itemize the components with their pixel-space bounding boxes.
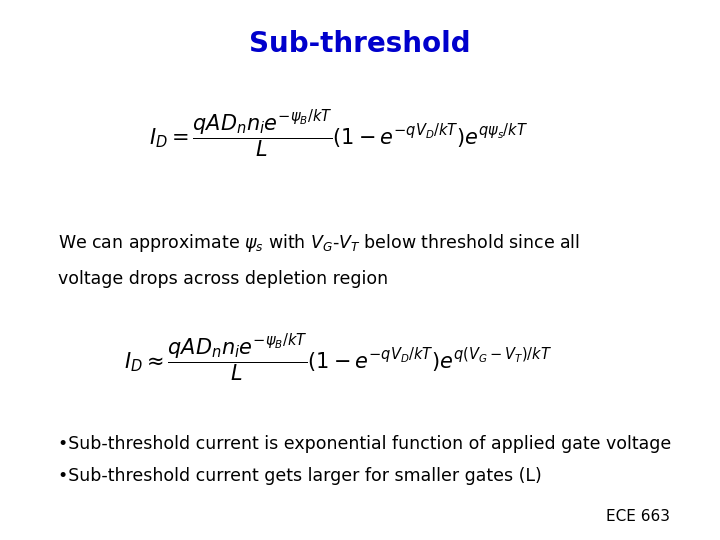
Text: $I_D = \dfrac{qAD_n n_i e^{-\psi_B/kT}}{L}\left(1 - e^{-qV_D/kT}\right)e^{q\psi_: $I_D = \dfrac{qAD_n n_i e^{-\psi_B/kT}}{… <box>149 108 528 160</box>
Text: voltage drops across depletion region: voltage drops across depletion region <box>58 270 388 288</box>
Text: ECE 663: ECE 663 <box>606 509 670 524</box>
Text: •Sub-threshold current gets larger for smaller gates (L): •Sub-threshold current gets larger for s… <box>58 467 541 485</box>
Text: Sub-threshold: Sub-threshold <box>249 30 471 58</box>
Text: •Sub-threshold current is exponential function of applied gate voltage: •Sub-threshold current is exponential fu… <box>58 435 671 453</box>
Text: $I_D \approx \dfrac{qAD_n n_i e^{-\psi_B/kT}}{L}\left(1 - e^{-qV_D/kT}\right)e^{: $I_D \approx \dfrac{qAD_n n_i e^{-\psi_B… <box>125 332 552 384</box>
Text: We can approximate $\psi_s$ with $V_G$-$V_T$ below threshold since all: We can approximate $\psi_s$ with $V_G$-$… <box>58 232 580 254</box>
